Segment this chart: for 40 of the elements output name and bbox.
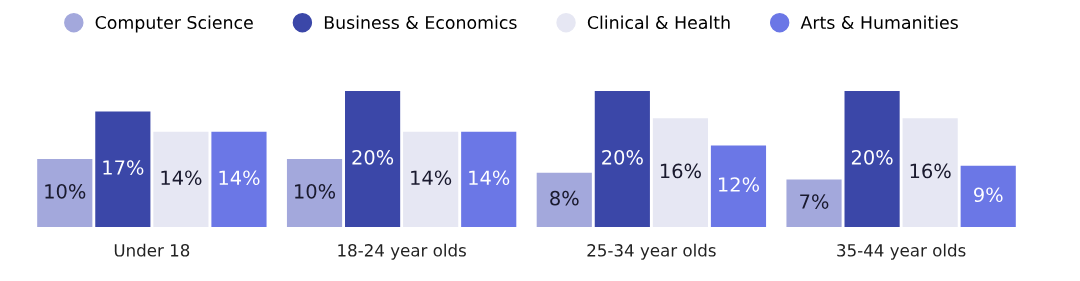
data-label: 20% xyxy=(851,149,893,165)
bar xyxy=(95,111,151,228)
x-tick-label: 35-44 year olds xyxy=(837,243,966,260)
bar xyxy=(37,159,93,228)
data-label: 20% xyxy=(352,149,394,165)
data-label: 12% xyxy=(719,177,760,192)
legend-label: Clinical & Health xyxy=(587,15,730,30)
bar xyxy=(594,91,650,228)
data-label: 16% xyxy=(910,163,951,179)
bar xyxy=(153,131,209,228)
data-label: 10% xyxy=(295,183,336,199)
x-tick-label: Under 18 xyxy=(114,243,190,257)
data-label: 8% xyxy=(550,190,579,206)
bar xyxy=(960,165,1016,228)
data-label: 9% xyxy=(974,187,1003,203)
bar xyxy=(902,118,958,228)
bar xyxy=(844,91,900,228)
bar xyxy=(403,131,459,228)
bar xyxy=(536,172,592,228)
legend-label: Business & Economics xyxy=(324,15,517,30)
bar xyxy=(211,131,267,228)
data-label: 7% xyxy=(800,194,829,209)
bar xyxy=(652,118,708,228)
bar xyxy=(345,91,401,228)
data-label: 14% xyxy=(411,170,452,186)
data-label: 16% xyxy=(660,163,701,179)
data-label: 14% xyxy=(469,170,510,186)
bar xyxy=(286,159,343,228)
legend-label: Computer Science xyxy=(95,15,253,33)
x-tick-label: 25-34 year olds xyxy=(587,243,716,260)
data-label: 17% xyxy=(103,160,144,175)
data-label: 14% xyxy=(161,170,202,186)
bar xyxy=(710,145,767,228)
bar xyxy=(461,131,517,228)
data-label: 14% xyxy=(219,170,260,186)
x-tick-label: 18-24 year olds xyxy=(338,243,466,260)
bar xyxy=(786,179,842,228)
data-label: 20% xyxy=(602,149,643,165)
legend-label: Arts & Humanities xyxy=(800,15,958,30)
data-label: 10% xyxy=(45,183,86,199)
